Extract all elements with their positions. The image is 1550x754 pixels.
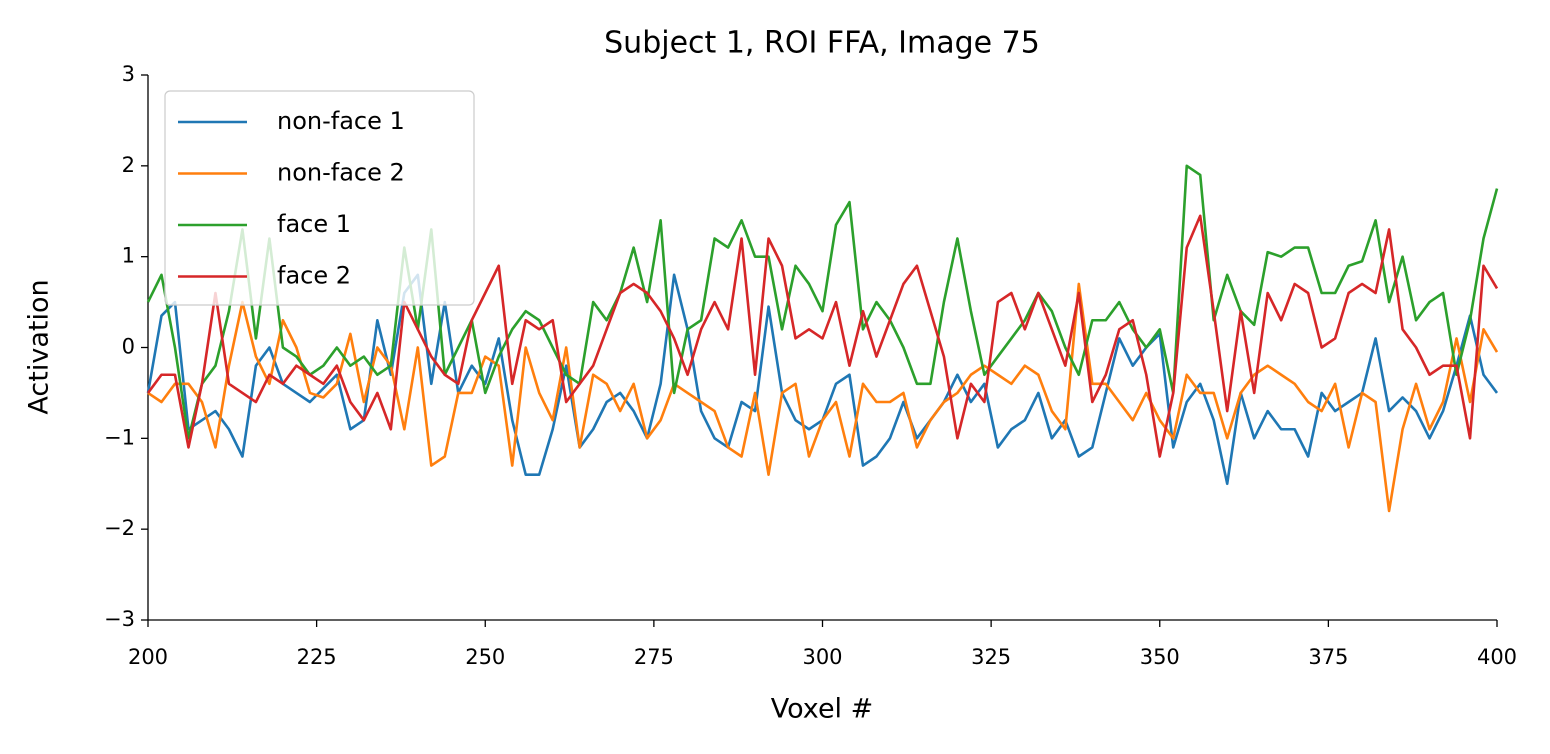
data-line <box>146 214 1499 458</box>
data-line <box>147 282 1499 513</box>
legend: non-face 1 non-face 2 face 1 face 2 <box>164 90 475 306</box>
legend-label: face 2 <box>277 262 351 290</box>
chart-title: Subject 1, ROI FFA, Image 75 <box>604 26 1040 61</box>
y-tick-label: 0 <box>122 335 135 359</box>
x-tick-label: 400 <box>1477 645 1517 669</box>
y-tick-label: 2 <box>122 153 135 177</box>
x-tick-label: 275 <box>634 645 674 669</box>
x-tick-label: 375 <box>1308 645 1348 669</box>
x-tick-label: 350 <box>1140 645 1180 669</box>
x-tick-label: 250 <box>465 645 505 669</box>
data-line <box>146 164 1499 440</box>
x-tick-label: 325 <box>971 645 1011 669</box>
y-tick-label: −3 <box>104 607 135 631</box>
y-tick-label: −2 <box>104 516 135 540</box>
legend-label: non-face 2 <box>277 159 405 187</box>
y-tick-label: 1 <box>122 244 135 268</box>
y-tick-label: −1 <box>104 425 135 449</box>
x-tick-label: 225 <box>297 645 337 669</box>
legend-label: non-face 1 <box>277 107 405 135</box>
legend-box <box>164 90 475 306</box>
y-axis-label: Activation <box>24 279 55 414</box>
y-tick-label: 3 <box>122 62 135 86</box>
legend-label: face 1 <box>277 210 351 238</box>
x-tick-label: 200 <box>128 645 168 669</box>
x-axis-label: Voxel # <box>771 694 874 725</box>
x-tick-label: 300 <box>802 645 842 669</box>
